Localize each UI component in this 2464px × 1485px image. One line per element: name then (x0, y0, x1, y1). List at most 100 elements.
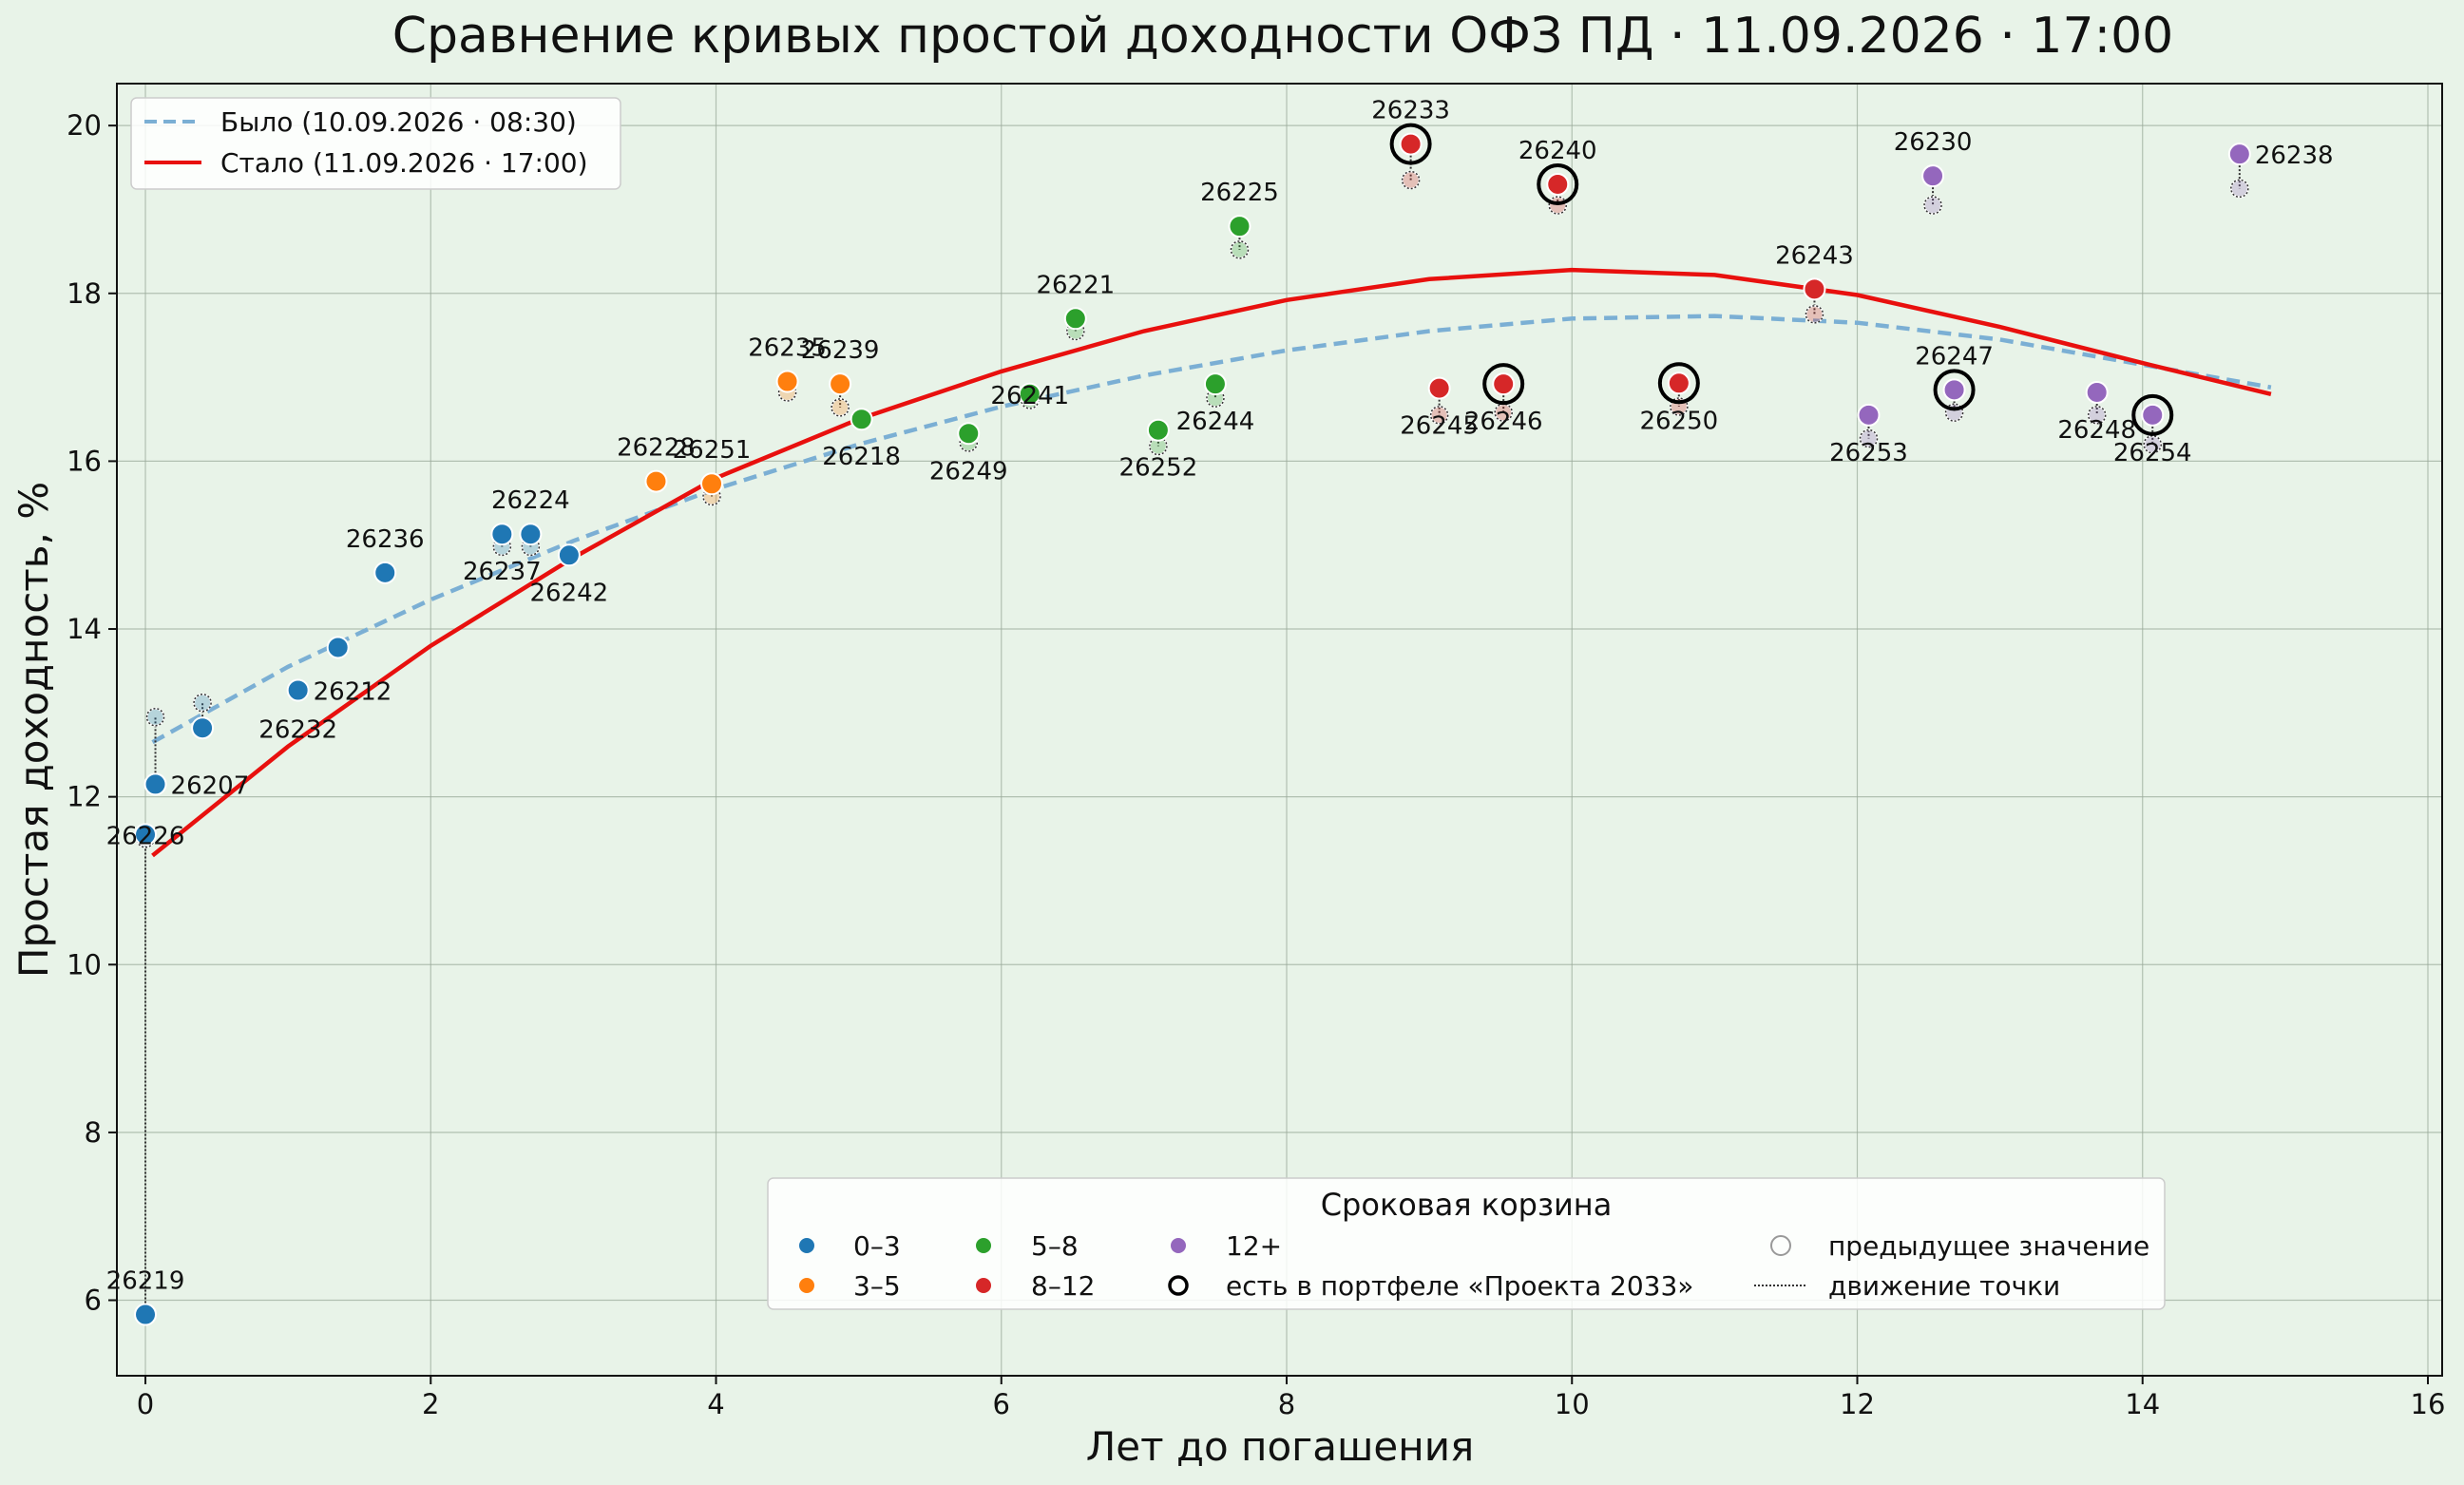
point-label: 26247 (1915, 342, 1994, 371)
point-label: 26221 (1036, 271, 1115, 299)
point-label: 26249 (929, 457, 1008, 485)
prev-marker-outline (777, 383, 797, 402)
x-tick-label: 4 (707, 1388, 724, 1420)
prev-marker-outline (492, 537, 512, 557)
portfolio-ring (2131, 393, 2174, 436)
point-label: 26235 (748, 334, 827, 363)
point-marker (2141, 403, 2165, 427)
point-label: 26228 (617, 434, 696, 463)
point-label: 26218 (822, 443, 901, 471)
point-marker (1857, 403, 1881, 427)
prev-marker-outline (1548, 196, 1567, 215)
prev-marker-outline (1805, 305, 1824, 324)
point-marker (134, 823, 158, 847)
legend-marker-0-3 (799, 1238, 814, 1253)
point-marker (1146, 418, 1170, 442)
x-tick-label: 8 (1278, 1388, 1295, 1420)
prev-marker-outline (2087, 406, 2107, 425)
point-label: 26254 (2113, 439, 2192, 467)
prev-marker-outline (959, 433, 978, 452)
portfolio-ring (1389, 123, 1432, 165)
point-label: 26245 (1400, 412, 1479, 441)
y-axis-title: Простая доходность, % (10, 482, 57, 978)
prev-marker-outline (1859, 428, 1879, 448)
curves-legend-box (130, 97, 621, 190)
point-marker (1399, 132, 1423, 156)
prev-marker-outline (1670, 397, 1689, 416)
point-label: 26242 (530, 579, 609, 607)
point-label: 26244 (1176, 408, 1255, 436)
point-label: 26207 (171, 771, 250, 800)
legend-label-portfolio: есть в портфеле «Проекта 2033» (1226, 1270, 1693, 1302)
legend-label-0-3: 0–3 (853, 1230, 901, 1262)
point-label: 26241 (990, 382, 1069, 410)
point-label: 26225 (1200, 179, 1279, 207)
chart-title: Сравнение кривых простой доходности ОФЗ … (392, 8, 2174, 65)
legend-label-8-12: 8–12 (1031, 1270, 1095, 1302)
point-marker (326, 636, 350, 659)
legend-marker-8-12 (976, 1278, 991, 1293)
point-marker (1921, 164, 1945, 188)
point-marker (557, 543, 581, 567)
point-marker (286, 678, 310, 702)
point-marker (143, 772, 167, 796)
x-tick-label: 16 (2411, 1388, 2446, 1420)
prev-marker-outline (1206, 389, 1225, 408)
x-tick-label: 12 (1840, 1388, 1875, 1420)
x-tick-label: 2 (422, 1388, 439, 1420)
axis-ticks: 0 2 4 6 8 10 12 14 16 6 8 10 12 14 16 18 20 (67, 109, 2445, 1420)
point-marker (2085, 380, 2109, 404)
legend-marker-3-5 (799, 1278, 814, 1293)
point-marker (191, 716, 215, 740)
y-tick-label: 10 (67, 948, 102, 980)
legend-marker-portfolio (1168, 1275, 1189, 1296)
point-label: 26252 (1119, 454, 1198, 483)
curve-after (151, 267, 2272, 858)
point-label: 26239 (801, 336, 880, 365)
prev-marker-outline (2230, 179, 2249, 199)
prev-marker-outline (145, 708, 165, 727)
legend-label-prev: предыдущее значение (1828, 1230, 2149, 1262)
point-marker (490, 523, 514, 546)
point-marker (775, 370, 799, 393)
point-marker (850, 408, 873, 431)
prev-marker-outline (1230, 240, 1250, 259)
prev-marker-outline (1923, 196, 1942, 215)
prev-marker-outline (193, 693, 212, 713)
legend-marker-12-plus (1171, 1238, 1186, 1253)
point-marker (1228, 215, 1251, 238)
point-marker (644, 469, 668, 493)
curve-before (151, 314, 2272, 745)
x-tick-label: 10 (1555, 1388, 1590, 1420)
x-axis-title: Лет до погашения (1086, 1423, 1475, 1470)
portfolio-ring (1482, 363, 1525, 406)
prev-marker-outline (521, 537, 541, 557)
legend-label-after: Стало (11.09.2026 · 17:00) (220, 147, 588, 179)
portfolio-ring (1537, 162, 1579, 205)
point-label: 26250 (1639, 407, 1718, 435)
portfolio-ring (1657, 362, 1700, 405)
point-label: 26219 (106, 1267, 185, 1296)
point-label: 26240 (1519, 137, 1597, 165)
portfolio-ring (1933, 369, 1976, 411)
point-label: 26212 (314, 677, 392, 706)
legend-label-12-plus: 12+ (1226, 1230, 1282, 1262)
prev-marker-outline (1944, 403, 1964, 422)
point-label: 26248 (2057, 416, 2136, 445)
prev-marker-outline (702, 486, 721, 506)
bucket-legend-box (767, 1177, 2166, 1310)
point-marker (519, 523, 543, 546)
point-label: 26232 (258, 715, 337, 744)
curves-legend: Было (10.09.2026 · 08:30) Стало (11.09.2… (130, 97, 621, 190)
points (134, 123, 2251, 1326)
plot-area (117, 84, 2442, 1376)
point-label: 26243 (1775, 241, 1854, 270)
prev-marker-outline (1401, 170, 1421, 190)
point-label: 26237 (463, 558, 542, 586)
point-marker (1427, 376, 1451, 400)
plot-frame (116, 83, 2443, 1377)
legend-marker-prev (1770, 1235, 1791, 1256)
prev-marker-outline (1494, 403, 1513, 422)
point-marker (1063, 307, 1087, 331)
